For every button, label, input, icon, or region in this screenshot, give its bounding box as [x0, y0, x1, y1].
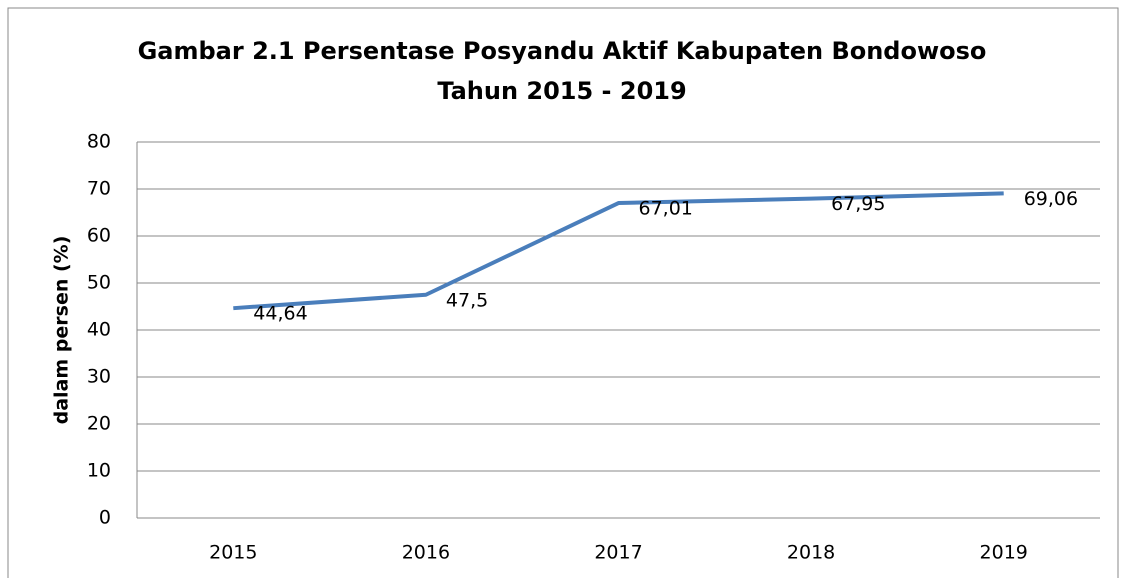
- x-tick-label: 2019: [980, 542, 1028, 564]
- data-label: 44,64: [253, 303, 307, 325]
- data-label: 47,5: [446, 289, 488, 311]
- chart-title: Gambar 2.1 Persentase Posyandu Aktif Kab…: [138, 37, 987, 65]
- data-line: [233, 191, 1004, 311]
- x-tick-label: 2016: [402, 542, 450, 564]
- y-tick-label: 70: [87, 178, 111, 200]
- y-tick-label: 30: [87, 366, 111, 388]
- y-tick-label: 80: [87, 131, 111, 153]
- x-tick-label: 2018: [787, 542, 835, 564]
- y-tick-label: 50: [87, 272, 111, 294]
- y-tick-label: 10: [87, 460, 111, 482]
- y-tick-label: 40: [87, 319, 111, 341]
- data-label: 67,01: [639, 198, 693, 220]
- chart-title: Tahun 2015 - 2019: [437, 77, 686, 105]
- data-label: 69,06: [1024, 188, 1078, 210]
- x-tick-label: 2017: [594, 542, 642, 564]
- chart-frame: [7, 7, 1119, 582]
- y-tick-label: 60: [87, 225, 111, 247]
- y-tick-label: 0: [99, 507, 111, 529]
- x-tick-label: 2015: [209, 542, 257, 564]
- y-tick-label: 20: [87, 413, 111, 435]
- data-label: 67,95: [831, 193, 885, 215]
- y-axis-label: dalam persen (%): [51, 236, 73, 425]
